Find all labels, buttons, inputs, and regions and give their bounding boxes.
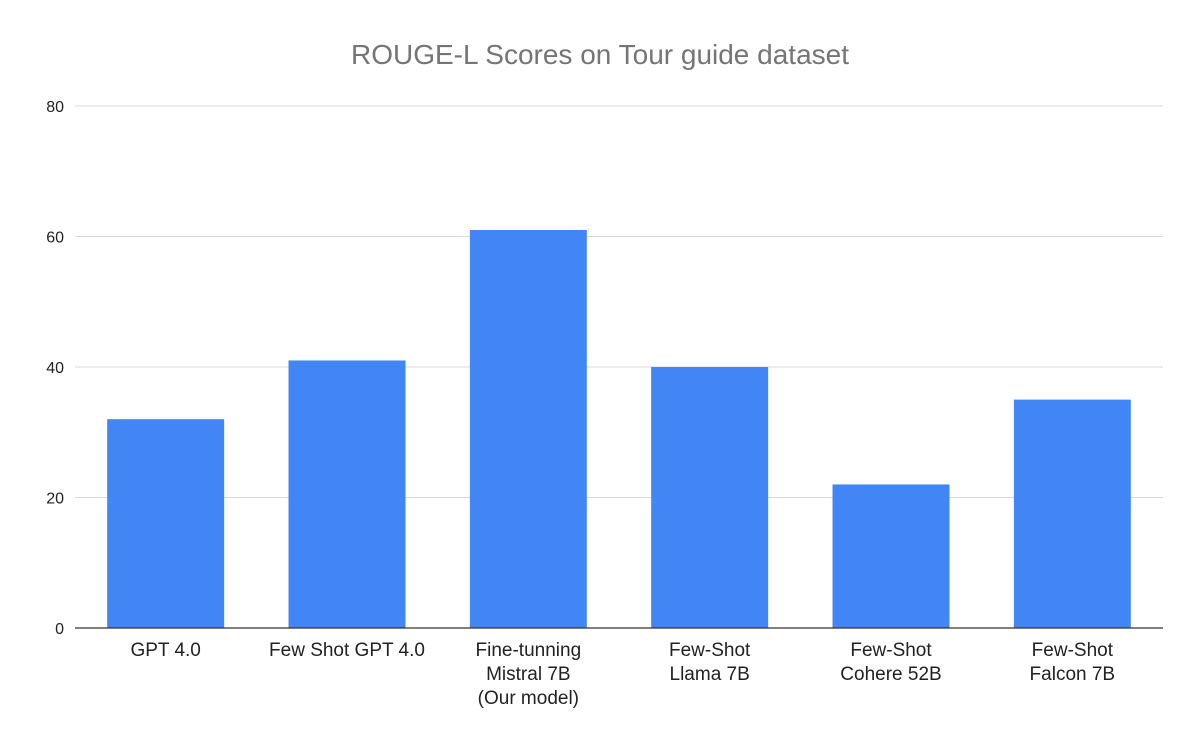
- x-category-label-line: Llama 7B: [670, 664, 750, 685]
- y-axis-tick-labels: 0 20 40 60 80: [46, 99, 64, 638]
- x-category-label: Few-Shot Cohere 52B: [840, 640, 941, 685]
- x-category-label: Fine-tunning Mistral 7B (Our model): [476, 640, 582, 709]
- x-category-label-line: Cohere 52B: [840, 664, 941, 685]
- bar: [469, 229, 587, 628]
- bar: [107, 419, 225, 628]
- bars: [107, 229, 1131, 628]
- x-category-label-line: GPT 4.0: [130, 640, 200, 661]
- x-category-label: Few-Shot Falcon 7B: [1030, 640, 1116, 685]
- bar: [832, 484, 950, 628]
- x-category-label-line: Few-Shot: [1032, 640, 1114, 661]
- x-category-label-line: Mistral 7B: [486, 664, 570, 685]
- y-tick-label: 60: [46, 230, 64, 247]
- y-tick-label: 20: [46, 491, 64, 508]
- x-category-label-line: Few Shot GPT 4.0: [269, 640, 425, 661]
- x-category-label-line: Few-Shot: [850, 640, 932, 661]
- x-category-label: Few-Shot Llama 7B: [669, 640, 751, 685]
- x-category-label-line: (Our model): [478, 688, 579, 709]
- gridlines: [75, 105, 1163, 498]
- x-category-label: GPT 4.0: [130, 640, 200, 661]
- x-axis-category-labels: GPT 4.0 Few Shot GPT 4.0 Fine-tunning Mistr…: [130, 640, 1115, 709]
- bar: [1013, 399, 1131, 628]
- x-category-label-line: Few-Shot: [669, 640, 751, 661]
- x-category-label-line: Falcon 7B: [1030, 664, 1116, 685]
- bar: [288, 360, 406, 628]
- y-tick-label: 80: [46, 99, 64, 116]
- x-category-label: Few Shot GPT 4.0: [269, 640, 425, 661]
- chart-title: ROUGE-L Scores on Tour guide dataset: [351, 39, 849, 70]
- y-tick-label: 40: [46, 360, 64, 377]
- x-category-label-line: Fine-tunning: [476, 640, 582, 661]
- y-tick-label: 0: [55, 621, 64, 638]
- bar: [651, 367, 769, 628]
